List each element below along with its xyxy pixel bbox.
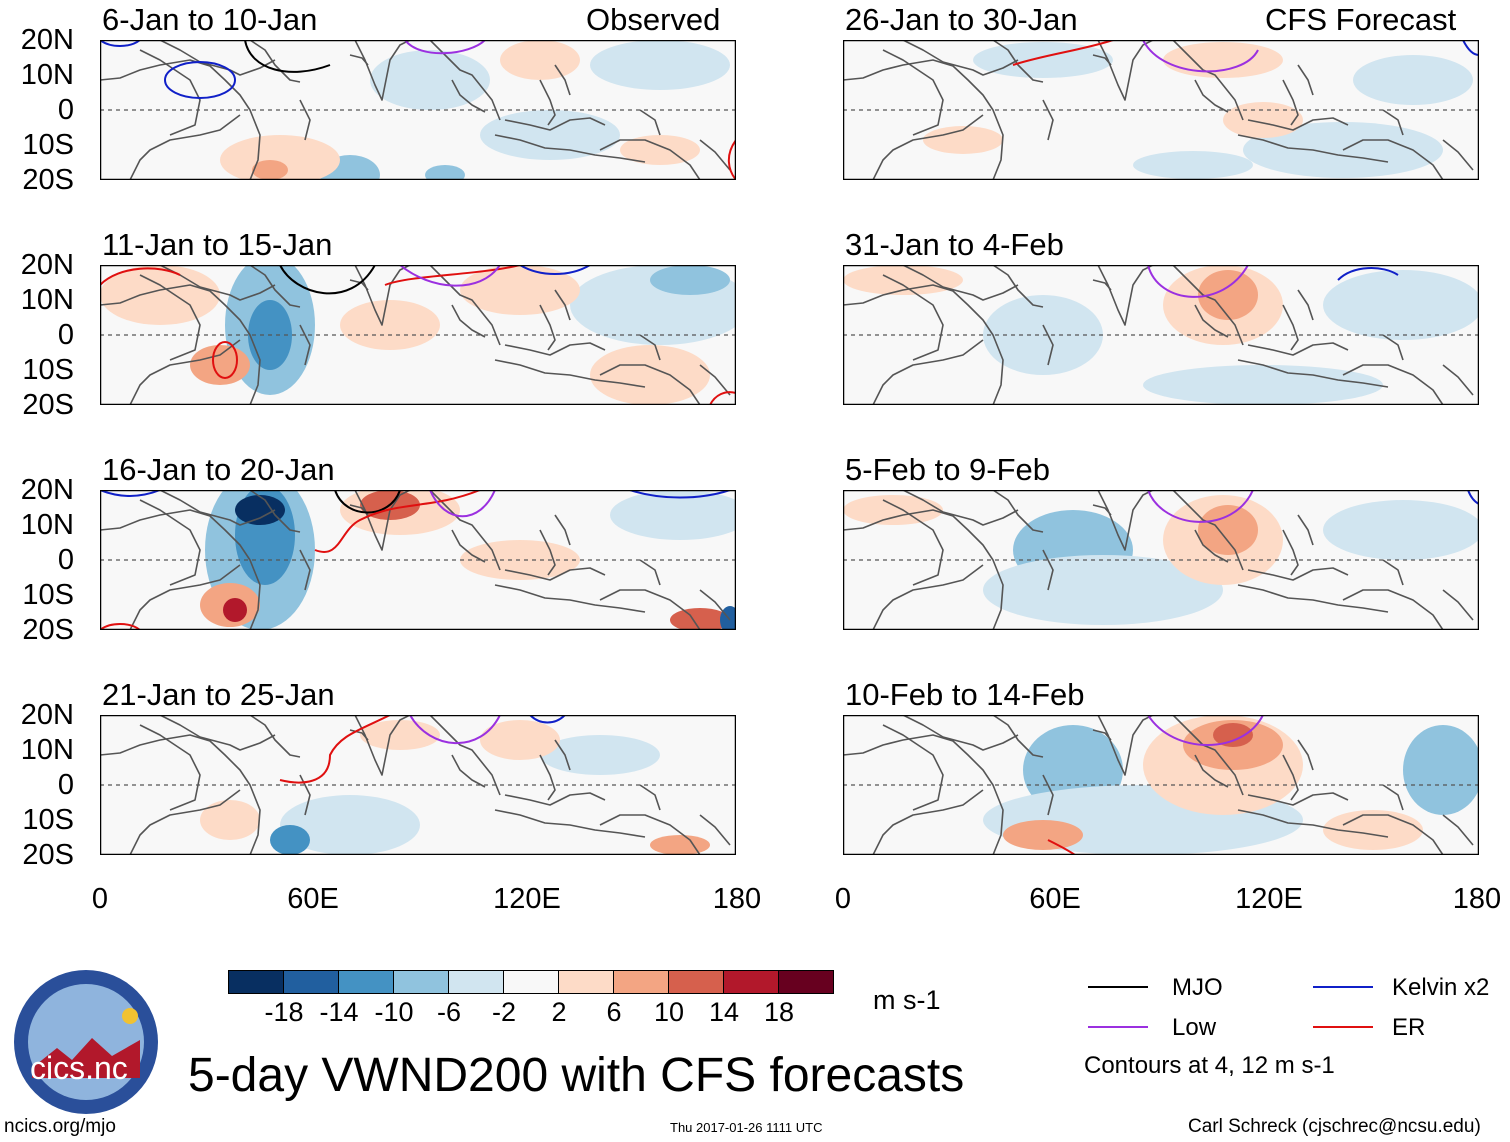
anomaly-map (843, 715, 1479, 855)
map-panel-26jan-30jan (843, 40, 1479, 180)
y-tick-label: 0 (57, 319, 74, 351)
colorbar-swatch (558, 970, 614, 994)
logo-text: cics.nc (30, 1050, 128, 1086)
y-tick-label: 20S (22, 389, 74, 421)
y-tick-label: 10S (22, 129, 74, 161)
anomaly-map (843, 490, 1479, 630)
map-panel-21jan-25jan (100, 715, 736, 855)
legend-label: MJO (1172, 974, 1223, 1001)
y-tick-label: 10N (20, 59, 74, 91)
legend-line-kelvin (1313, 986, 1373, 988)
colorbar-swatch (668, 970, 724, 994)
y-tick-label: 10S (22, 579, 74, 611)
legend-line-low (1088, 1026, 1148, 1028)
x-tick-label: 60E (1029, 883, 1081, 915)
anomaly-map (843, 265, 1479, 405)
y-tick-label: 0 (57, 94, 74, 126)
colorbar-tick: 6 (606, 997, 622, 1027)
y-tick-label: 10S (22, 804, 74, 836)
x-tick-label: 0 (91, 883, 109, 915)
y-tick-label: 0 (57, 769, 74, 801)
map-panel-5feb-9feb (843, 490, 1479, 630)
contour-note: Contours at 4, 12 m s-1 (1084, 1052, 1335, 1079)
colorbar-swatch (613, 970, 669, 994)
colorbar-swatch (503, 970, 559, 994)
y-tick-label: 20S (22, 614, 74, 646)
y-tick-label: 0 (57, 544, 74, 576)
x-tick-label: 180 (1452, 883, 1502, 915)
colorbar-tick: -2 (491, 997, 516, 1027)
x-tick-label: 60E (287, 883, 339, 915)
y-tick-label: 10N (20, 734, 74, 766)
panel-title: 5-Feb to 9-Feb (845, 452, 1051, 487)
colorbar-tick: -18 (264, 997, 304, 1027)
map-panel-16jan-20jan (100, 490, 736, 630)
panel-title: 21-Jan to 25-Jan (102, 677, 335, 712)
anomaly-map (100, 40, 736, 180)
colorbar-swatch (228, 970, 284, 994)
colorbar-tick: 10 (653, 997, 685, 1027)
y-tick-label: 20S (22, 839, 74, 871)
x-tick-label: 120E (1235, 883, 1303, 915)
y-tick-label: 20N (20, 24, 74, 56)
anomaly-map (100, 715, 736, 855)
legend-line-mjo (1088, 986, 1148, 988)
colorbar-tick: 18 (763, 997, 795, 1027)
y-tick-label: 10S (22, 354, 74, 386)
footer-url[interactable]: ncics.org/mjo (4, 1116, 116, 1137)
colorbar-swatch (393, 970, 449, 994)
y-tick-label: 20N (20, 249, 74, 281)
colorbar-tick: -10 (374, 997, 414, 1027)
anomaly-map (843, 40, 1479, 180)
colorbar-tick: -6 (436, 997, 461, 1027)
x-tick-label: 0 (834, 883, 852, 915)
y-tick-label: 10N (20, 284, 74, 316)
panel-source-label: CFS Forecast (1265, 2, 1457, 37)
map-panel-11jan-15jan (100, 265, 736, 405)
x-tick-label: 120E (493, 883, 561, 915)
y-tick-label: 20S (22, 164, 74, 196)
x-tick-label: 180 (712, 883, 762, 915)
colorbar-swatch (778, 970, 834, 994)
colorbar-tick: -14 (319, 997, 359, 1027)
legend-line-er (1313, 1026, 1373, 1028)
y-tick-label: 20N (20, 474, 74, 506)
panel-title: 16-Jan to 20-Jan (102, 452, 335, 487)
colorbar-swatch (283, 970, 339, 994)
legend-label: ER (1392, 1014, 1426, 1041)
footer-author: Carl Schreck (cjschrec@ncsu.edu) (1188, 1116, 1481, 1137)
map-panel-6jan-10jan (100, 40, 736, 180)
map-panel-10feb-14feb (843, 715, 1479, 855)
anomaly-map (100, 490, 736, 630)
colorbar-tick: 14 (708, 997, 740, 1027)
colorbar-swatch (723, 970, 779, 994)
legend-label: Low (1172, 1014, 1217, 1041)
cics-logo: cics.nc (12, 968, 160, 1116)
logo-emblem (14, 970, 158, 1114)
colorbar-tick: 2 (551, 997, 567, 1027)
legend-label: Kelvin x2 (1392, 974, 1490, 1001)
anomaly-map (100, 265, 736, 405)
panel-title: 26-Jan to 30-Jan (845, 2, 1078, 37)
colorbar-swatch (338, 970, 394, 994)
y-tick-label: 10N (20, 509, 74, 541)
main-title: 5-day VWND200 with CFS forecasts (188, 1049, 965, 1102)
map-panel-31jan-4feb (843, 265, 1479, 405)
footer-timestamp: Thu 2017-01-26 1111 UTC (670, 1120, 823, 1135)
panel-source-label: Observed (586, 2, 721, 37)
panel-title: 11-Jan to 15-Jan (102, 227, 333, 262)
colorbar-units: m s-1 (873, 985, 941, 1015)
y-tick-label: 20N (20, 699, 74, 731)
panel-title: 10-Feb to 14-Feb (845, 677, 1085, 712)
panel-title: 6-Jan to 10-Jan (102, 2, 318, 37)
colorbar-swatch (448, 970, 504, 994)
panel-title: 31-Jan to 4-Feb (845, 227, 1064, 262)
